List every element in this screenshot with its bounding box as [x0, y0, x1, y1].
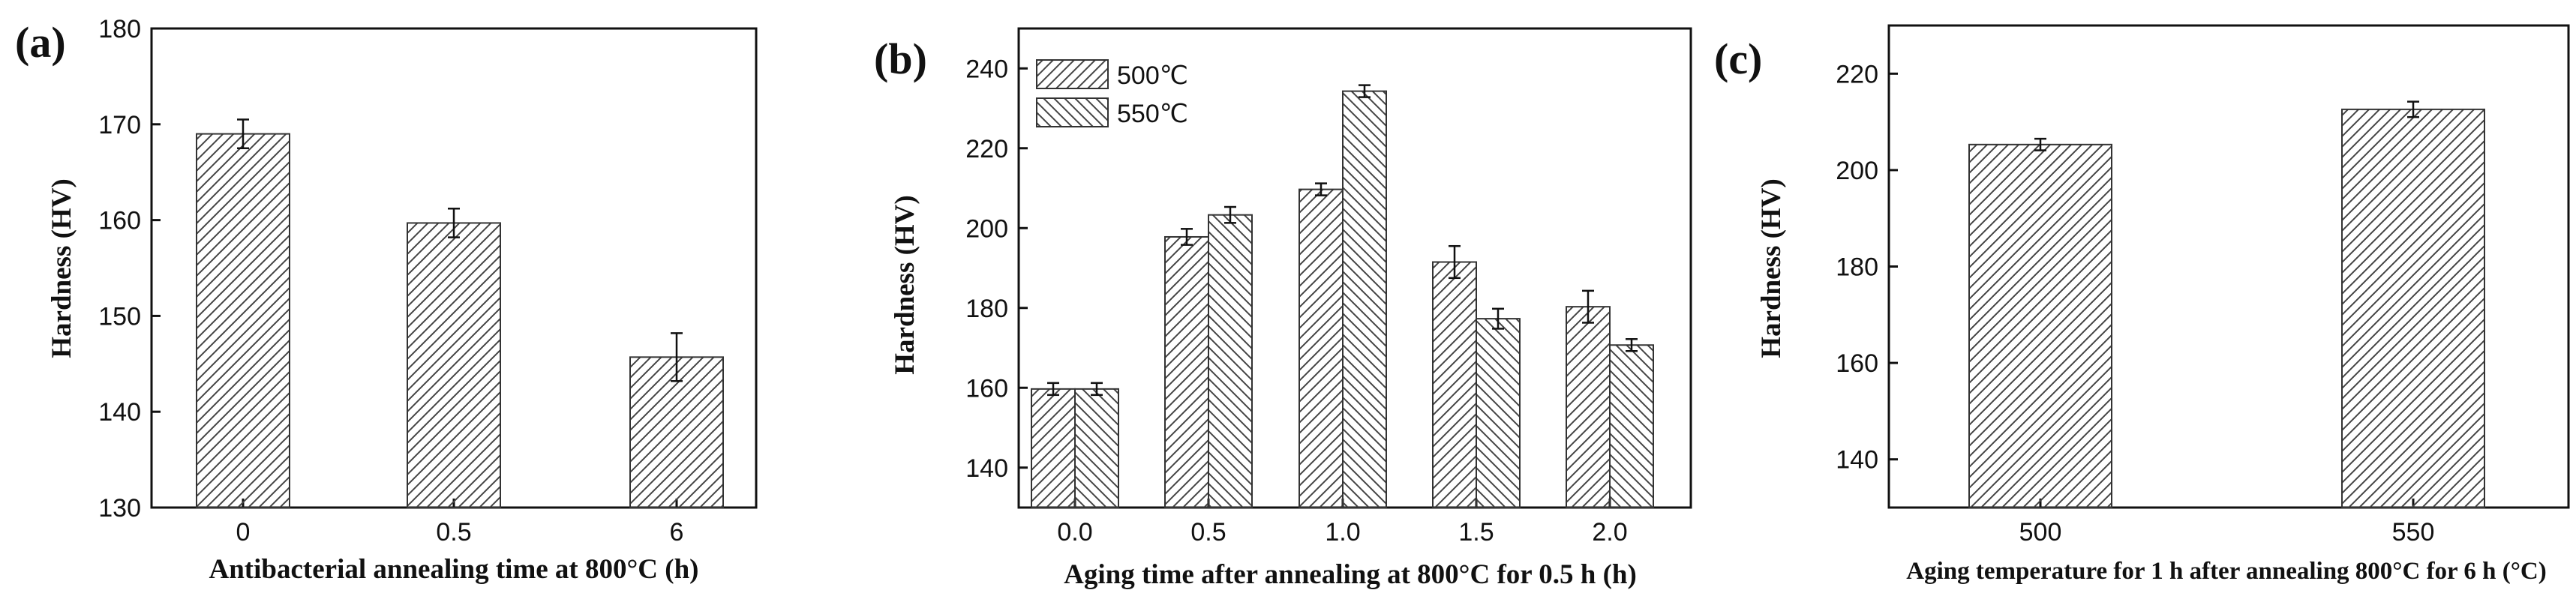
y-axis-label-c: Hardness (HV): [1756, 178, 1787, 358]
y-tick-label: 140: [965, 454, 1008, 483]
bar: [1031, 388, 1076, 508]
panel-a: (a) 130 140 150 160 170 180 0 0.5 6 Hardness (HV…: [15, 15, 758, 585]
x-tick-label: 2.0: [1592, 518, 1627, 547]
x-tick-label: 0.5: [1190, 518, 1226, 547]
y-tick-label: 140: [1836, 446, 1878, 475]
x-tick-label: 0: [236, 518, 251, 547]
y-tick-label: 220: [965, 135, 1008, 163]
x-tick-label: 500: [2019, 518, 2062, 547]
bar: [2341, 108, 2485, 508]
x-tick-label: 0.0: [1057, 518, 1092, 547]
legend-b: 500℃ 550℃: [1036, 59, 1188, 128]
y-tick-label: 150: [98, 302, 141, 331]
panel-label-b: (b): [874, 34, 927, 83]
bar: [1208, 214, 1253, 508]
y-tick-label: 220: [1836, 60, 1878, 88]
bar: [1342, 90, 1387, 509]
x-axis-label-b: Aging time after annealing at 800°C for …: [1064, 559, 1637, 590]
bars-b: [1031, 84, 1654, 509]
x-tick-label: 1.5: [1458, 518, 1494, 547]
y-tick-label: 160: [98, 207, 141, 235]
bar: [1074, 388, 1119, 508]
panel-label-c: (c): [1714, 34, 1762, 83]
y-tick-label: 200: [965, 214, 1008, 243]
x-axis-label-a: Antibacterial annealing time at 800°C (h…: [209, 554, 699, 585]
y-ticks-b: 140 160 180 200 220 240 0.0 0.5 1.0 1.5 2.0: [965, 55, 1627, 547]
bar: [1968, 143, 2112, 508]
x-tick-label: 1.0: [1325, 518, 1360, 547]
bar: [196, 133, 290, 509]
bars-c: [1968, 100, 2485, 508]
y-tick-label: 160: [965, 374, 1008, 403]
legend-swatch-500: [1036, 59, 1109, 89]
y-ticks-c: 140 160 180 200 220 500 550: [1836, 60, 2434, 547]
bar: [1299, 188, 1344, 508]
y-axis-label-b: Hardness (HV): [890, 195, 920, 374]
y-tick-label: 180: [98, 15, 141, 43]
y-tick-label: 130: [98, 494, 141, 523]
bar: [407, 222, 501, 508]
bar: [1609, 344, 1654, 508]
panel-b: (b) 140 160 180 200 220 240 0.0 0.5 1.0 1.5 2.0 50…: [874, 27, 1692, 590]
y-tick-label: 160: [1836, 349, 1878, 378]
legend-label-500: 500℃: [1117, 61, 1188, 90]
y-ticks-a: 130 140 150 160 170 180 0 0.5 6: [98, 15, 683, 547]
x-tick-label: 550: [2392, 518, 2435, 547]
y-tick-label: 140: [98, 398, 141, 427]
bar: [1164, 235, 1209, 508]
y-tick-label: 200: [1836, 157, 1878, 185]
y-tick-label: 180: [1836, 253, 1878, 282]
legend-swatch-550: [1036, 97, 1109, 127]
y-tick-label: 170: [98, 111, 141, 139]
legend-label-550: 550℃: [1117, 100, 1188, 128]
y-axis-label-a: Hardness (HV): [47, 178, 77, 358]
x-axis-label-c: Aging temperature for 1 h after annealin…: [1906, 558, 2546, 585]
x-tick-label: 6: [670, 518, 684, 547]
y-tick-label: 180: [965, 295, 1008, 323]
bar: [1476, 318, 1521, 508]
bar: [1432, 261, 1477, 508]
bar: [1566, 306, 1611, 508]
bars-a: [196, 118, 724, 509]
x-tick-label: 0.5: [436, 518, 471, 547]
y-tick-label: 240: [965, 55, 1008, 83]
panel-label-a: (a): [15, 18, 66, 67]
